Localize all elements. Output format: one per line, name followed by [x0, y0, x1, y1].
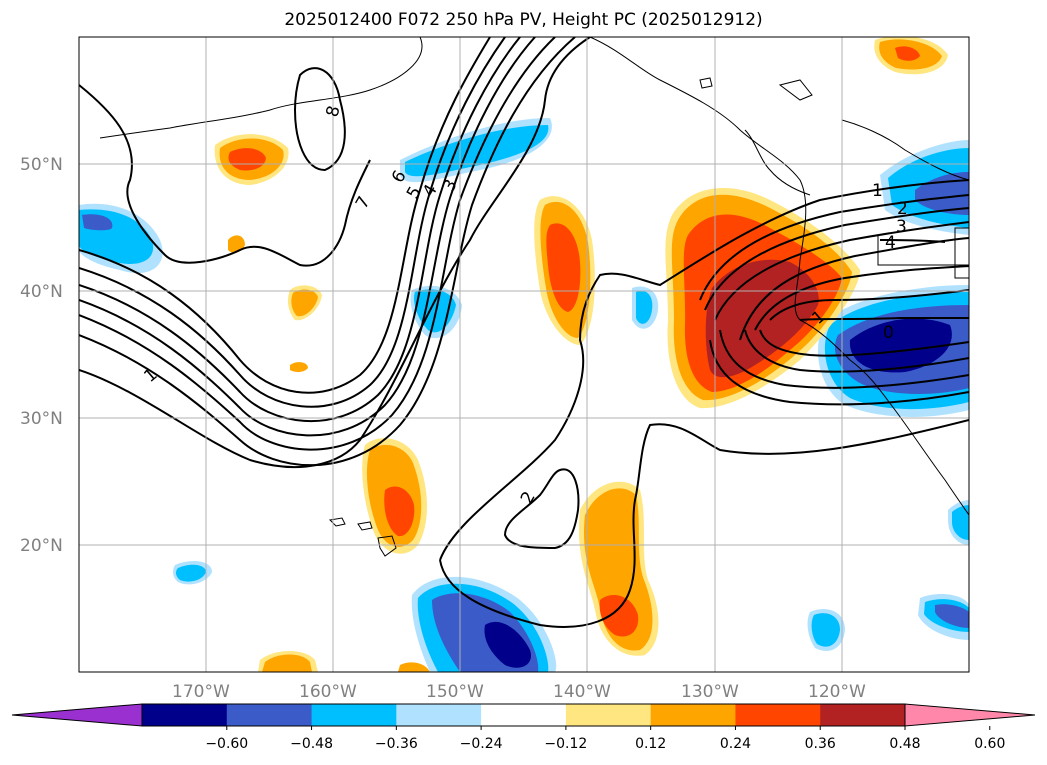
- positive-pv-south: [258, 481, 659, 672]
- contour-label: 1: [872, 181, 883, 201]
- colorbar-tick-label: 0.36: [805, 736, 836, 752]
- colorbar-segment: [565, 704, 652, 726]
- lon-label-130w: 130°W: [681, 682, 739, 702]
- contour-label: 3: [896, 217, 907, 237]
- lat-label-40n: 40°N: [20, 282, 63, 302]
- coastlines: [99, 37, 969, 557]
- contour-label: 2: [897, 199, 908, 219]
- lon-axis-labels: 170°W 160°W 150°W 140°W 130°W 120°W: [172, 682, 866, 702]
- colorbar-segment: [142, 704, 228, 726]
- colorbar-tick-label: −0.24: [460, 736, 503, 752]
- plot-border: [78, 36, 970, 673]
- colorbar-segment: [311, 704, 397, 726]
- colorbar-segment: [481, 704, 567, 726]
- colorbar: −0.60 −0.48 −0.36 −0.24 −0.12 0.12 0.24 0.36 0.4…: [11, 703, 1036, 752]
- colorbar-tick-label: 0.60: [974, 736, 1005, 752]
- contour-label: 0: [883, 323, 894, 343]
- colorbar-tick-label: −0.60: [205, 736, 248, 752]
- colorbar-tick-label: −0.36: [375, 736, 418, 752]
- positive-pv-central: [534, 196, 595, 345]
- colorbar-outline: [141, 703, 906, 727]
- colorbar-tick-label: 0.48: [889, 736, 920, 752]
- colorbar-tick-label: 0.12: [635, 736, 666, 752]
- lon-label-150w: 150°W: [426, 682, 484, 702]
- pv-anomaly-fields: [79, 37, 969, 672]
- colorbar-tick-label: −0.48: [290, 736, 333, 752]
- colorbar-segment: [226, 704, 313, 726]
- colorbar-segment: [735, 704, 821, 726]
- lat-label-20n: 20°N: [20, 536, 63, 556]
- colorbar-segment: [650, 704, 736, 726]
- colorbar-extend-low: [11, 703, 143, 727]
- colorbar-tick-label: 0.24: [720, 736, 751, 752]
- lon-label-170w: 170°W: [172, 682, 230, 702]
- lon-label-140w: 140°W: [553, 682, 611, 702]
- lon-label-120w: 120°W: [808, 682, 866, 702]
- colorbar-tick-label: −0.12: [544, 736, 587, 752]
- negative-pv-south: [173, 500, 969, 672]
- positive-pv-north: [874, 37, 948, 75]
- positive-pv-west: [214, 134, 427, 554]
- colorbar-extend-high: [904, 703, 1036, 727]
- contour-label: 8: [323, 104, 345, 120]
- lat-axis-labels: 50°N 40°N 30°N 20°N: [20, 155, 63, 556]
- lat-label-50n: 50°N: [20, 155, 63, 175]
- height-pc-contours: [79, 37, 969, 628]
- contour-label: 4: [885, 233, 896, 253]
- colorbar-segment: [396, 704, 482, 726]
- lon-label-160w: 160°W: [299, 682, 357, 702]
- lat-label-30n: 30°N: [20, 409, 63, 429]
- lat-lon-grid: [79, 37, 969, 672]
- map-title: 2025012400 F072 250 hPa PV, Height PC (2…: [284, 10, 763, 30]
- colorbar-segment: [820, 704, 906, 726]
